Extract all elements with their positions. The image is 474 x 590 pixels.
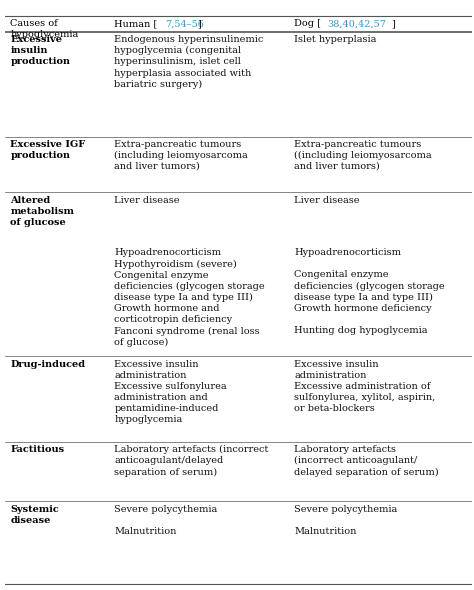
Text: Severe polycythemia

Malnutrition: Severe polycythemia Malnutrition [114, 504, 218, 536]
Text: Islet hyperplasia: Islet hyperplasia [294, 35, 376, 44]
Text: Liver disease: Liver disease [114, 196, 180, 205]
Text: ]: ] [197, 19, 201, 28]
Text: Dog [: Dog [ [294, 19, 321, 28]
Text: Excessive IGF
production: Excessive IGF production [10, 140, 86, 160]
Text: Drug-induced: Drug-induced [10, 360, 85, 369]
Text: Hypoadrenocorticism

Congenital enzyme
deficiencies (glycogen storage
disease ty: Hypoadrenocorticism Congenital enzyme de… [294, 248, 445, 335]
Text: Severe polycythemia

Malnutrition: Severe polycythemia Malnutrition [294, 504, 398, 536]
Text: 38,40,42,57: 38,40,42,57 [327, 19, 386, 28]
Text: Excessive
insulin
production: Excessive insulin production [10, 35, 70, 66]
Text: Causes of
hypoglycemia: Causes of hypoglycemia [10, 19, 79, 40]
Text: Hypoadrenocorticism
Hypothyroidism (severe)
Congenital enzyme
deficiencies (glyc: Hypoadrenocorticism Hypothyroidism (seve… [114, 248, 265, 347]
Text: Extra-pancreatic tumours
(including leiomyosarcoma
and liver tumors): Extra-pancreatic tumours (including leio… [114, 140, 248, 171]
Text: Extra-pancreatic tumours
((including leiomyosarcoma
and liver tumors): Extra-pancreatic tumours ((including lei… [294, 140, 432, 171]
Text: Excessive insulin
administration
Excessive administration of
sulfonylurea, xylit: Excessive insulin administration Excessi… [294, 360, 436, 413]
Text: 7,54–56: 7,54–56 [165, 19, 204, 28]
Text: Endogenous hyperinsulinemic
hypoglycemia (congenital
hyperinsulinism, islet cell: Endogenous hyperinsulinemic hypoglycemia… [114, 35, 264, 89]
Text: Altered
metabolism
of glucose: Altered metabolism of glucose [10, 196, 74, 227]
Text: Factitious: Factitious [10, 445, 64, 454]
Text: Liver disease: Liver disease [294, 196, 360, 205]
Text: Systemic
disease: Systemic disease [10, 504, 59, 525]
Text: ]: ] [392, 19, 395, 28]
Text: Human [: Human [ [114, 19, 157, 28]
Text: Excessive insulin
administration
Excessive sulfonylurea
administration and
penta: Excessive insulin administration Excessi… [114, 360, 227, 424]
Text: Laboratory artefacts
(incorrect anticoagulant/
delayed separation of serum): Laboratory artefacts (incorrect anticoag… [294, 445, 439, 477]
Text: Laboratory artefacts (incorrect
anticoagulant/delayed
separation of serum): Laboratory artefacts (incorrect anticoag… [114, 445, 269, 477]
